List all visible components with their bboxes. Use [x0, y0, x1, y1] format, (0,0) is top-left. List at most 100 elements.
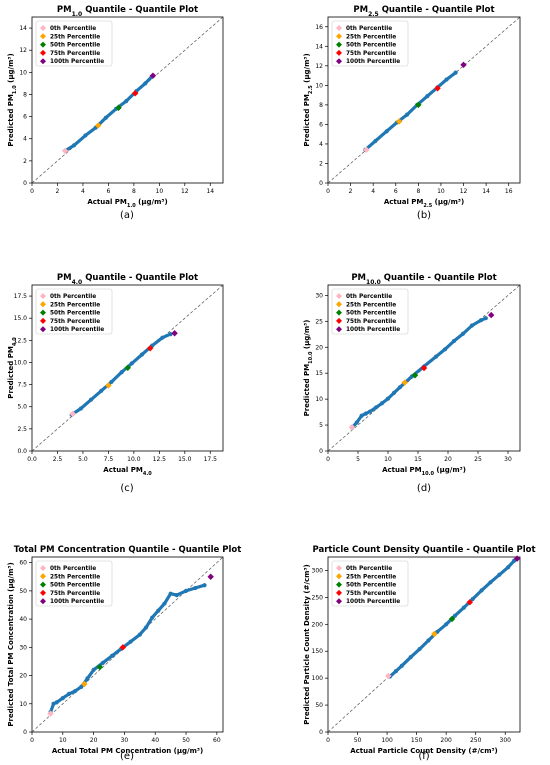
- quantile-point: [71, 143, 77, 148]
- legend-marker: [336, 573, 342, 580]
- quantile-point: [124, 99, 129, 104]
- x-axis-label: Actual PM10.0 (μg/m³): [382, 466, 466, 477]
- x-tick-label: 4: [81, 188, 85, 195]
- x-tick-label: 14: [206, 188, 214, 195]
- legend-box: [331, 288, 409, 335]
- y-tick-label: 50: [19, 588, 27, 595]
- quantile-point: [73, 688, 78, 694]
- quantile-point: [129, 361, 134, 366]
- quantile-point: [391, 390, 397, 395]
- chart-title: Particle Count Density Quantile - Quanti…: [312, 545, 535, 555]
- legend-label: 75th Percentile: [346, 591, 396, 597]
- x-tick-label: 12: [460, 188, 468, 195]
- percentile-marker: [149, 72, 157, 79]
- legend-box: [331, 20, 409, 67]
- percentile-marker: [207, 573, 214, 580]
- y-tick-label: 150: [312, 648, 324, 655]
- quantile-point: [399, 663, 404, 668]
- y-tick-label: 0: [319, 180, 323, 187]
- y-tick-label: 12: [315, 63, 323, 70]
- x-tick-label: 50: [182, 737, 190, 744]
- y-tick-label: 4: [319, 141, 323, 148]
- legend-marker: [40, 41, 46, 48]
- quantile-point: [103, 115, 108, 120]
- percentile-marker: [385, 672, 392, 680]
- legend-marker: [336, 326, 342, 333]
- chart-title: PM2.5 Quantile - Quantile Plot: [353, 5, 494, 18]
- legend-marker: [336, 33, 342, 40]
- quantile-point: [99, 388, 104, 393]
- legend-label: 50th Percentile: [50, 583, 100, 589]
- quantile-point: [109, 653, 115, 658]
- y-tick-label: 30: [315, 292, 323, 299]
- reference-line: [31, 556, 224, 733]
- quantile-point: [442, 347, 448, 352]
- legend-label: 75th Percentile: [346, 51, 396, 57]
- y-tick-label: 200: [312, 621, 324, 628]
- legend-label: 100th Percentile: [50, 59, 104, 65]
- legend-label: 75th Percentile: [50, 51, 100, 57]
- percentile-marker: [363, 146, 370, 153]
- quantile-point: [425, 93, 430, 99]
- quantile-point: [60, 696, 65, 701]
- percentile-marker: [466, 599, 473, 606]
- quantile-point: [373, 138, 378, 144]
- y-tick-label: 0: [319, 448, 323, 455]
- panel-label: (b): [417, 210, 431, 221]
- quantile-point: [417, 646, 422, 652]
- y-tick-label: 30: [19, 644, 27, 651]
- quantile-point: [453, 70, 458, 75]
- panel-label: (a): [120, 210, 134, 221]
- legend-label: 50th Percentile: [346, 43, 396, 49]
- y-tick-label: 12.5: [14, 337, 28, 344]
- legend-marker: [336, 41, 342, 48]
- percentile-marker: [460, 61, 467, 69]
- x-tick-label: 12: [181, 188, 189, 195]
- percentile-marker: [81, 680, 88, 688]
- x-tick-label: 4: [371, 188, 375, 195]
- legend-label: 25th Percentile: [50, 574, 100, 580]
- legend-marker: [40, 589, 46, 596]
- x-tick-label: 5.0: [78, 456, 88, 463]
- quantile-point: [91, 667, 96, 673]
- quantile-point: [393, 669, 399, 674]
- x-tick-label: 12.5: [153, 456, 167, 463]
- chart-title: PM10.0 Quantile - Quantile Plot: [351, 273, 496, 286]
- x-axis-label: Actual Total PM Concentration (μg/m³): [52, 747, 203, 755]
- percentile-marker: [171, 330, 178, 337]
- x-tick-label: 150: [411, 737, 423, 744]
- chart-panel: 00 2 2 4 4 6 6 8 8 10 10 12 12 14 14 0th Percentile 25th…: [7, 5, 224, 221]
- quantile-point: [83, 133, 88, 138]
- y-axis-label: Predicted PM10.0 (μg/m³): [303, 320, 314, 417]
- percentile-marker: [431, 630, 438, 638]
- percentile-marker: [61, 147, 69, 155]
- x-tick-label: 40: [151, 737, 159, 744]
- x-tick-label: 5: [356, 456, 360, 463]
- legend-box: [331, 560, 409, 607]
- quantile-series: [363, 71, 458, 152]
- quantile-point: [100, 660, 105, 665]
- y-tick-label: 4: [23, 136, 27, 143]
- y-tick-label: 6: [319, 121, 323, 128]
- x-tick-label: 6: [106, 188, 110, 195]
- x-tick-label: 10.0: [127, 456, 141, 463]
- x-tick-label: 2: [56, 188, 60, 195]
- quantile-series: [63, 75, 154, 153]
- y-tick-label: 10: [19, 701, 27, 708]
- y-tick-label: 0.0: [17, 448, 27, 455]
- legend-label: 0th Percentile: [346, 26, 392, 32]
- quantile-point: [506, 565, 511, 570]
- y-tick-label: 15: [315, 370, 323, 377]
- x-tick-label: 30: [504, 456, 512, 463]
- x-tick-label: 0: [326, 737, 330, 744]
- x-tick-label: 60: [213, 737, 221, 744]
- x-tick-label: 2.5: [53, 456, 63, 463]
- quantile-point: [128, 639, 133, 644]
- percentile-marker: [105, 382, 112, 389]
- y-tick-label: 60: [19, 560, 27, 567]
- quantile-point: [444, 622, 449, 627]
- percentile-marker: [395, 118, 403, 125]
- legend-label: 100th Percentile: [346, 59, 400, 65]
- x-tick-label: 10: [59, 737, 67, 744]
- x-tick-label: 8: [132, 188, 136, 195]
